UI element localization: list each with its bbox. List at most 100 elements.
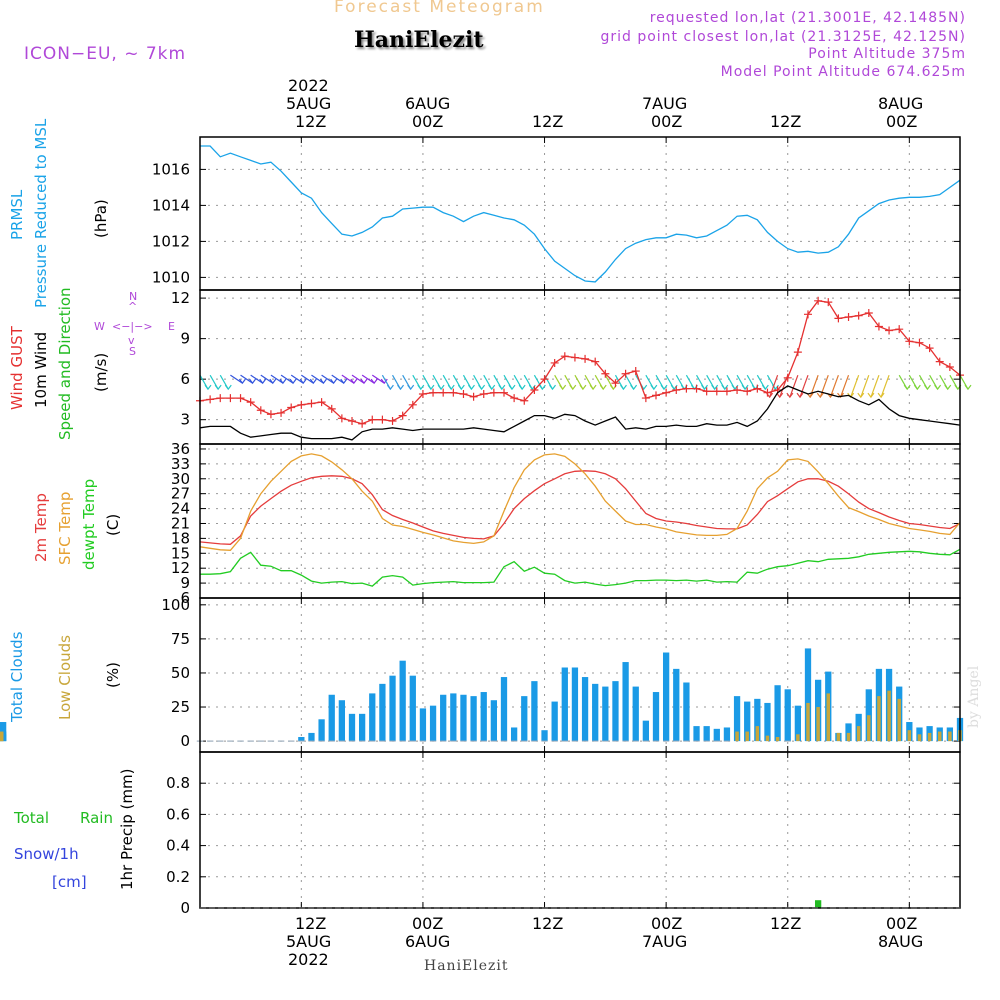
precip-rain-label: Rain — [80, 809, 113, 827]
gust-marker — [348, 417, 356, 426]
wind-barb — [870, 374, 880, 398]
wind-barb-head — [741, 384, 749, 391]
wind-compass: N S W E <−|−> ^ v — [92, 290, 180, 360]
top-tick-year: 2022 — [288, 76, 329, 95]
wind-barb-head — [437, 384, 445, 391]
top-tick-hour: 00Z — [886, 112, 918, 131]
series-line — [199, 385, 961, 441]
gust-marker — [398, 411, 407, 420]
wind-barb — [361, 374, 375, 384]
compass-down-icon: v — [128, 334, 135, 347]
wind-barb-head — [711, 384, 719, 391]
bar — [521, 696, 528, 742]
panel-frame — [199, 443, 961, 599]
wind-barb-head — [340, 378, 348, 385]
bar — [379, 683, 386, 742]
wind-barb — [880, 374, 890, 398]
bar — [592, 683, 599, 742]
wind-barb-head — [386, 384, 394, 391]
wind-barb — [240, 374, 253, 384]
bar — [338, 700, 346, 742]
wind-barb-head — [589, 384, 597, 391]
gust-marker — [844, 313, 853, 322]
compass-up-icon: ^ — [128, 300, 138, 313]
bar — [389, 675, 396, 742]
gust-marker — [601, 369, 610, 378]
y-tick-label: 12 — [171, 559, 190, 577]
bar — [490, 700, 498, 742]
bar-overlay — [826, 693, 830, 742]
faint-title: Forecast Meteogram — [334, 0, 545, 17]
bar — [764, 702, 771, 742]
y-tick-label: 12 — [171, 289, 190, 307]
bar-overlay — [856, 726, 861, 742]
gust-marker — [631, 367, 640, 376]
wind-barb-head — [619, 384, 627, 391]
gust-marker — [672, 385, 681, 394]
y-tick-label: 75 — [171, 630, 190, 648]
bar — [500, 677, 508, 742]
bar — [602, 686, 609, 742]
wind-barb — [331, 374, 345, 384]
y-tick-label: 1016 — [152, 160, 190, 178]
precip-snow-label: Snow/1h — [14, 845, 79, 863]
bar — [541, 730, 548, 742]
y-tick-label: 6 — [180, 589, 190, 607]
bar — [531, 681, 538, 742]
wind-barb-head — [478, 384, 486, 391]
footer-location: HaniElezit — [424, 958, 509, 974]
bar — [308, 732, 315, 742]
wind-barb — [809, 374, 819, 398]
gust-marker — [307, 399, 316, 408]
bar-overlay — [948, 731, 952, 742]
location-title: HaniElezit — [354, 27, 484, 53]
gust-marker — [540, 375, 549, 384]
wind-barb — [850, 374, 860, 398]
gust-marker — [733, 385, 742, 394]
gridpoint-coords: grid point closest lon,lat (21.3125E, 42… — [600, 29, 966, 45]
bar — [470, 696, 477, 742]
series-line — [199, 453, 961, 551]
wind-barb-head — [518, 384, 526, 391]
wind-barb-head — [330, 378, 338, 385]
gust-marker — [662, 388, 671, 397]
gust-marker — [783, 373, 792, 382]
bar — [814, 900, 822, 908]
gust-marker — [429, 388, 438, 397]
gust-marker — [611, 379, 620, 388]
compass-w: W — [94, 320, 105, 333]
gust-marker — [804, 310, 812, 319]
wind-barb-head — [259, 378, 267, 385]
bar-overlay — [907, 730, 912, 742]
gust-marker — [591, 357, 600, 366]
bar — [399, 660, 406, 742]
gust-marker — [368, 415, 377, 424]
wind-barb — [341, 374, 355, 384]
bar-overlay — [917, 734, 922, 742]
bottom-tick-hour: 12Z — [532, 914, 564, 933]
wind-barb-head — [816, 392, 824, 399]
bar-overlay — [938, 731, 942, 742]
bar-overlay — [806, 702, 810, 742]
wind-barb-head — [579, 384, 587, 391]
wind-barb-head — [238, 378, 246, 385]
top-tick-date: 7AUG — [642, 94, 688, 113]
bar — [713, 728, 720, 742]
y-tick-label: 0.6 — [166, 805, 190, 823]
y-tick-label: 36 — [171, 440, 190, 458]
gust-marker — [408, 400, 417, 409]
bar-overlay — [816, 707, 820, 742]
y-tick-label: 0 — [180, 732, 190, 750]
bar — [429, 705, 437, 742]
wind-barb-head — [549, 384, 557, 391]
wind-barb — [799, 374, 809, 398]
bottom-tick-date: 5AUG — [286, 932, 332, 951]
wind-barb-head — [923, 384, 931, 391]
wind-barb-head — [857, 392, 865, 399]
y-tick-label: 0.4 — [166, 837, 190, 855]
wind-barb — [260, 374, 274, 384]
bottom-tick-hour: 00Z — [651, 914, 683, 933]
bar — [744, 701, 751, 742]
y-tick-label: 0 — [180, 899, 190, 917]
